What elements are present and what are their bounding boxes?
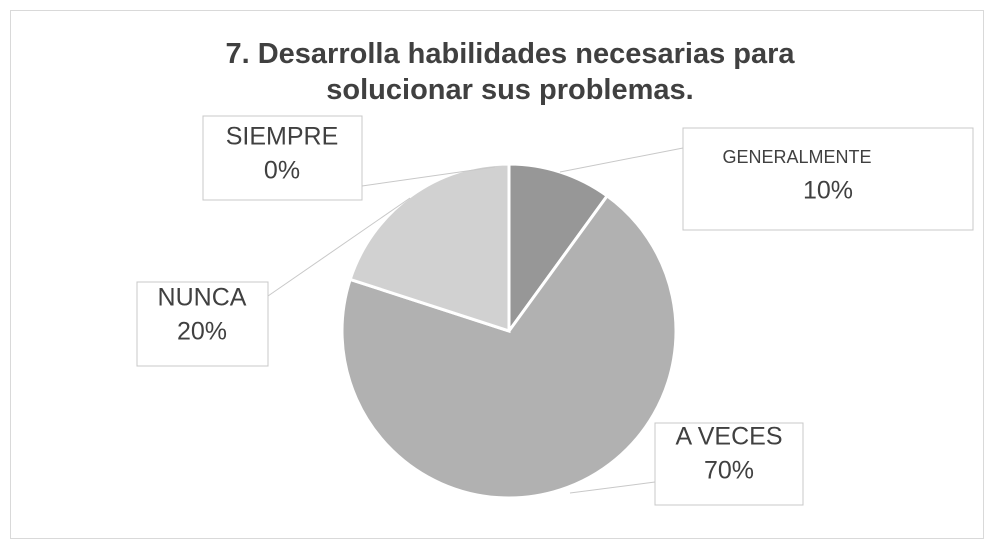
value-label: 10%	[803, 177, 853, 205]
pie-slice	[348, 162, 511, 334]
category-label: GENERALMENTE	[722, 147, 871, 167]
value-label: 70%	[704, 457, 754, 485]
value-label: 0%	[264, 157, 300, 185]
leader-line	[361, 166, 496, 187]
label-box	[682, 127, 974, 231]
leader-line	[569, 481, 656, 494]
value-label: 20%	[177, 318, 227, 346]
category-label: A VECES	[676, 423, 783, 451]
chart-title: 7. Desarrolla habilidades necesarias par…	[225, 38, 795, 106]
leader-line	[559, 147, 684, 173]
category-label: NUNCA	[158, 284, 247, 312]
label-box	[202, 115, 363, 201]
chart-frame	[10, 10, 984, 539]
pie-slice	[340, 193, 678, 500]
label-box	[654, 422, 804, 506]
leader-line	[267, 197, 411, 297]
label-box	[136, 281, 269, 367]
category-label: SIEMPRE	[226, 123, 339, 151]
